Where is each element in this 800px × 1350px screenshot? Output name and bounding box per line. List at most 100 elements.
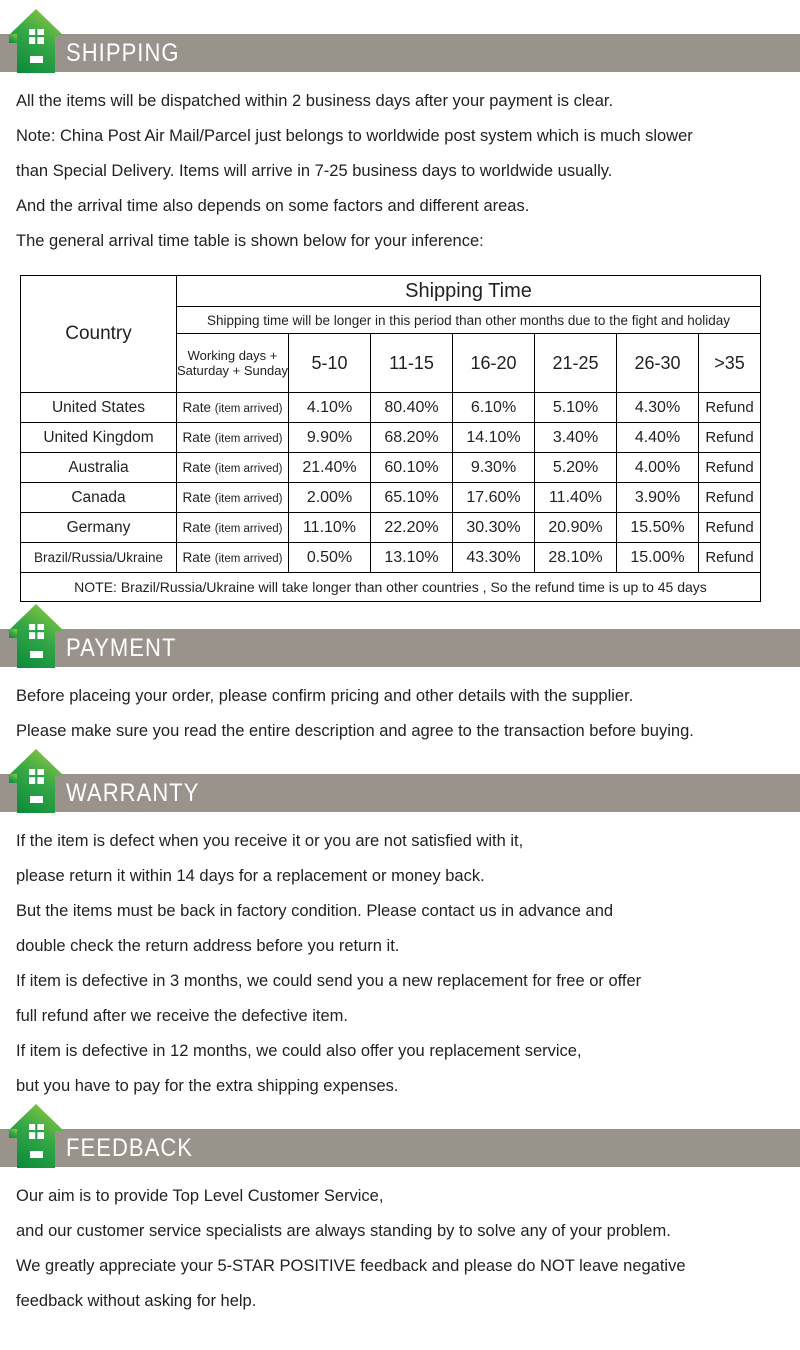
table-note: NOTE: Brazil/Russia/Ukraine will take lo…	[20, 572, 761, 602]
row-value: 68.20%	[370, 422, 453, 453]
header-range-21-25: 21-25	[534, 333, 617, 393]
row-value: 5.20%	[534, 452, 617, 483]
header-working-days: Working days + Saturday + Sunday	[176, 333, 289, 393]
row-value: Refund	[698, 482, 761, 513]
table-header-row-3: Working days + Saturday + Sunday 5-10 11…	[21, 333, 761, 393]
row-value: 4.30%	[616, 392, 699, 423]
row-value: 20.90%	[534, 512, 617, 543]
row-value: 15.50%	[616, 512, 699, 543]
row-rate-label: Rate (item arrived)	[176, 392, 289, 423]
row-value: Refund	[698, 392, 761, 423]
feedback-line: feedback without asking for help.	[16, 1292, 257, 1310]
shipping-title: SHIPPING	[66, 38, 180, 67]
shipping-time-table: Country Shipping Time Shipping time will…	[20, 275, 761, 602]
header-period-note: Shipping time will be longer in this per…	[176, 306, 761, 334]
row-value: Refund	[698, 542, 761, 573]
row-value: 5.10%	[534, 392, 617, 423]
row-value: 3.90%	[616, 482, 699, 513]
feedback-line: We greatly appreciate your 5-STAR POSITI…	[16, 1257, 686, 1275]
section-warranty: WARRANTY If the item is defect when you …	[0, 749, 800, 1104]
row-country: Australia	[20, 452, 177, 483]
table-row: Australia Rate (item arrived) 21.40% 60.…	[20, 452, 761, 483]
table-row: Brazil/Russia/Ukraine Rate (item arrived…	[20, 542, 761, 573]
table-note-row: NOTE: Brazil/Russia/Ukraine will take lo…	[20, 572, 761, 602]
payment-banner: PAYMENT	[0, 604, 800, 668]
shipping-time-table-wrap: Country Shipping Time Shipping time will…	[0, 259, 800, 602]
feedback-line: Our aim is to provide Top Level Customer…	[16, 1187, 384, 1205]
row-value: 28.10%	[534, 542, 617, 573]
row-value: Refund	[698, 452, 761, 483]
row-rate-label: Rate (item arrived)	[176, 512, 289, 543]
section-payment: PAYMENT Before placeing your order, plea…	[0, 602, 800, 749]
row-rate-label: Rate (item arrived)	[176, 422, 289, 453]
row-country: Canada	[20, 482, 177, 513]
header-range-11-15: 11-15	[370, 333, 453, 393]
table-row: Germany Rate (item arrived) 11.10% 22.20…	[20, 512, 761, 543]
row-value: 21.40%	[288, 452, 371, 483]
warranty-title: WARRANTY	[66, 778, 200, 807]
row-value: Refund	[698, 512, 761, 543]
row-value: 22.20%	[370, 512, 453, 543]
warranty-line: double check the return address before y…	[16, 937, 400, 955]
row-country: Germany	[20, 512, 177, 543]
row-rate-label: Rate (item arrived)	[176, 452, 289, 483]
shipping-banner: SHIPPING	[0, 9, 800, 73]
header-country: Country	[20, 275, 177, 393]
feedback-line: and our customer service specialists are…	[16, 1222, 671, 1240]
row-value: 60.10%	[370, 452, 453, 483]
payment-line: Please make sure you read the entire des…	[16, 722, 694, 740]
section-shipping: SHIPPING All the items will be dispatche…	[0, 0, 800, 602]
shipping-line: The general arrival time table is shown …	[16, 232, 484, 250]
row-country: Brazil/Russia/Ukraine	[20, 542, 177, 573]
warranty-line: full refund after we receive the defecti…	[16, 1007, 348, 1025]
warranty-line: If item is defective in 12 months, we co…	[16, 1042, 582, 1060]
row-value: 15.00%	[616, 542, 699, 573]
feedback-text: Our aim is to provide Top Level Customer…	[0, 1167, 800, 1319]
warranty-text: If the item is defect when you receive i…	[0, 812, 800, 1104]
row-value: 14.10%	[452, 422, 535, 453]
payment-text: Before placeing your order, please confi…	[0, 667, 800, 749]
row-value: 4.00%	[616, 452, 699, 483]
row-value: 0.50%	[288, 542, 371, 573]
shipping-text: All the items will be dispatched within …	[0, 72, 800, 259]
row-value: 65.10%	[370, 482, 453, 513]
row-value: 9.90%	[288, 422, 371, 453]
table-row: United Kingdom Rate (item arrived) 9.90%…	[20, 422, 761, 453]
row-value: 80.40%	[370, 392, 453, 423]
warranty-line: But the items must be back in factory co…	[16, 902, 614, 920]
row-value: 6.10%	[452, 392, 535, 423]
row-value: Refund	[698, 422, 761, 453]
shipping-line: than Special Delivery. Items will arrive…	[16, 162, 613, 180]
row-value: 9.30%	[452, 452, 535, 483]
table-row: Canada Rate (item arrived) 2.00% 65.10% …	[20, 482, 761, 513]
payment-title: PAYMENT	[66, 633, 177, 662]
row-country: United States	[20, 392, 177, 423]
row-value: 11.40%	[534, 482, 617, 513]
shipping-line: And the arrival time also depends on som…	[16, 197, 530, 215]
row-rate-label: Rate (item arrived)	[176, 542, 289, 573]
row-value: 17.60%	[452, 482, 535, 513]
section-feedback: FEEDBACK Our aim is to provide Top Level…	[0, 1104, 800, 1319]
row-value: 4.40%	[616, 422, 699, 453]
header-range-26-30: 26-30	[616, 333, 699, 393]
feedback-banner: FEEDBACK	[0, 1104, 800, 1168]
shipping-line: Note: China Post Air Mail/Parcel just be…	[16, 127, 693, 145]
row-value: 43.30%	[452, 542, 535, 573]
table-header-row-1: Country Shipping Time	[20, 275, 761, 393]
row-country: United Kingdom	[20, 422, 177, 453]
header-range-over-35: >35	[698, 333, 761, 393]
row-value: 30.30%	[452, 512, 535, 543]
table-header-row-2: Shipping time will be longer in this per…	[21, 306, 761, 334]
header-range-16-20: 16-20	[452, 333, 535, 393]
header-shipping-time: Shipping Time	[176, 275, 761, 307]
warranty-line: but you have to pay for the extra shippi…	[16, 1077, 399, 1095]
row-value: 4.10%	[288, 392, 371, 423]
row-value: 11.10%	[288, 512, 371, 543]
row-value: 3.40%	[534, 422, 617, 453]
warranty-banner: WARRANTY	[0, 749, 800, 813]
table-row: United States Rate (item arrived) 4.10% …	[20, 392, 761, 423]
shipping-line: All the items will be dispatched within …	[16, 92, 614, 110]
header-range-5-10: 5-10	[288, 333, 371, 393]
row-rate-label: Rate (item arrived)	[176, 482, 289, 513]
row-value: 13.10%	[370, 542, 453, 573]
